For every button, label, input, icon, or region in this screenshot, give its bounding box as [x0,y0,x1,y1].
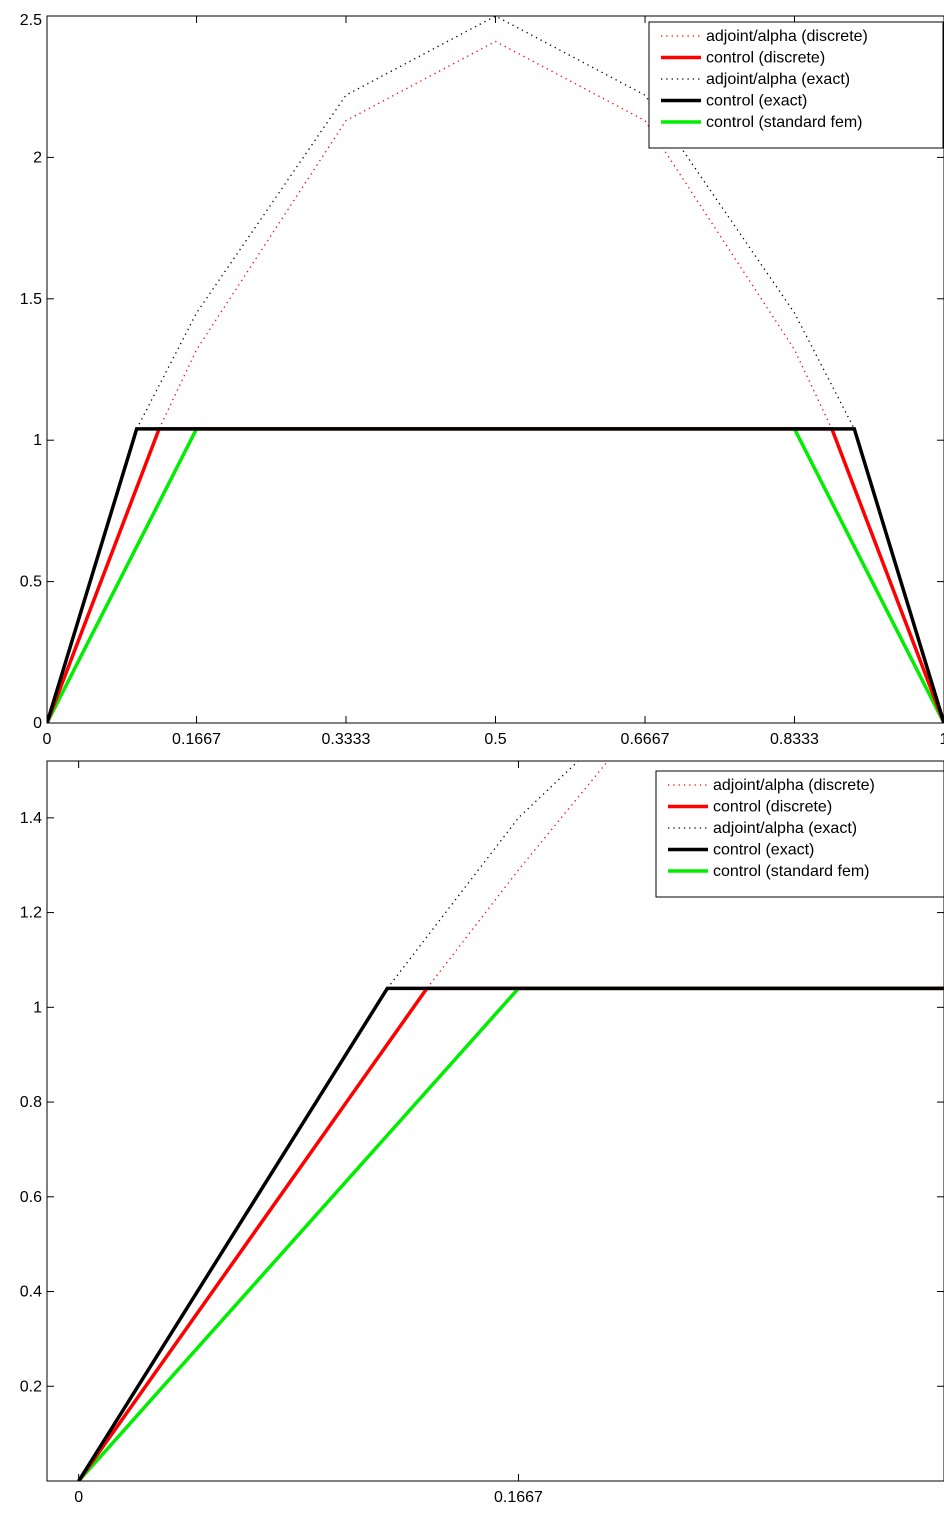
x-tick-label: 0.6667 [621,731,670,748]
legend-label: adjoint/alpha (discrete) [706,28,868,45]
y-tick-label: 1.2 [20,905,42,922]
legend-label: control (standard fem) [706,114,863,131]
series-line-1 [158,40,833,430]
series-group [77,761,944,1481]
plot-frame [46,760,944,1482]
y-tick-label: 0.8 [20,1094,42,1111]
y-tick-label: 0.5 [20,574,42,591]
x-tick-label: 0.3333 [322,731,371,748]
y-tick-label: 1.4 [20,810,42,827]
series-line-1 [426,761,609,989]
y-tick-label: 0.4 [20,1284,42,1301]
chart-2: 0 0.1667 0.2 0.4 0.6 0.8 1 1.2 1.4 adjoint/alpha … [20,760,944,1506]
series-line-3 [386,761,580,989]
y-tick-label: 0.6 [20,1189,42,1206]
x-tick-label: 0.1667 [172,731,221,748]
y-tick-label: 2.5 [20,12,42,29]
chart-1: 0 0.1667 0.3333 0.5 0.6667 0.8333 1 0 0.5 1 1.5 2 2.… [20,12,944,748]
legend: adjoint/alpha (discrete) control (discret… [655,770,944,898]
series-line-5 [77,986,944,1481]
legend: adjoint/alpha (discrete) control (discret… [648,21,944,149]
y-tick-label: 1 [33,432,42,449]
y-tick-label: 1 [33,999,42,1016]
series-line-2 [47,427,944,723]
y-tick-label: 0.2 [20,1378,42,1395]
series-line-3 [136,16,855,430]
y-tick-label: 2 [33,149,42,166]
y-tick-label: 0 [33,715,42,732]
legend-box [655,770,944,898]
x-tick-label: 0.1667 [494,1489,543,1506]
series-line-2 [77,986,944,1481]
series-group [47,16,944,723]
x-tick-label: 1 [940,731,944,748]
legend-box [648,21,944,149]
legend-label: control (discrete) [713,799,832,816]
x-tick-label: 0 [74,1489,83,1506]
x-tick-label: 0 [43,731,52,748]
x-tick-label: 0.5 [484,731,506,748]
legend-label: control (discrete) [706,50,825,67]
legend-label: control (exact) [713,842,814,859]
legend-label: adjoint/alpha (exact) [706,71,850,88]
legend-label: control (exact) [706,93,807,110]
series-line-5 [47,427,944,723]
y-tick-label: 1.5 [20,291,42,308]
series-line-4 [77,986,944,1481]
x-tick-label: 0.8333 [770,731,819,748]
legend-label: adjoint/alpha (discrete) [713,777,875,794]
legend-label: adjoint/alpha (exact) [713,820,857,837]
series-line-4 [47,427,944,723]
legend-label: control (standard fem) [713,863,870,880]
